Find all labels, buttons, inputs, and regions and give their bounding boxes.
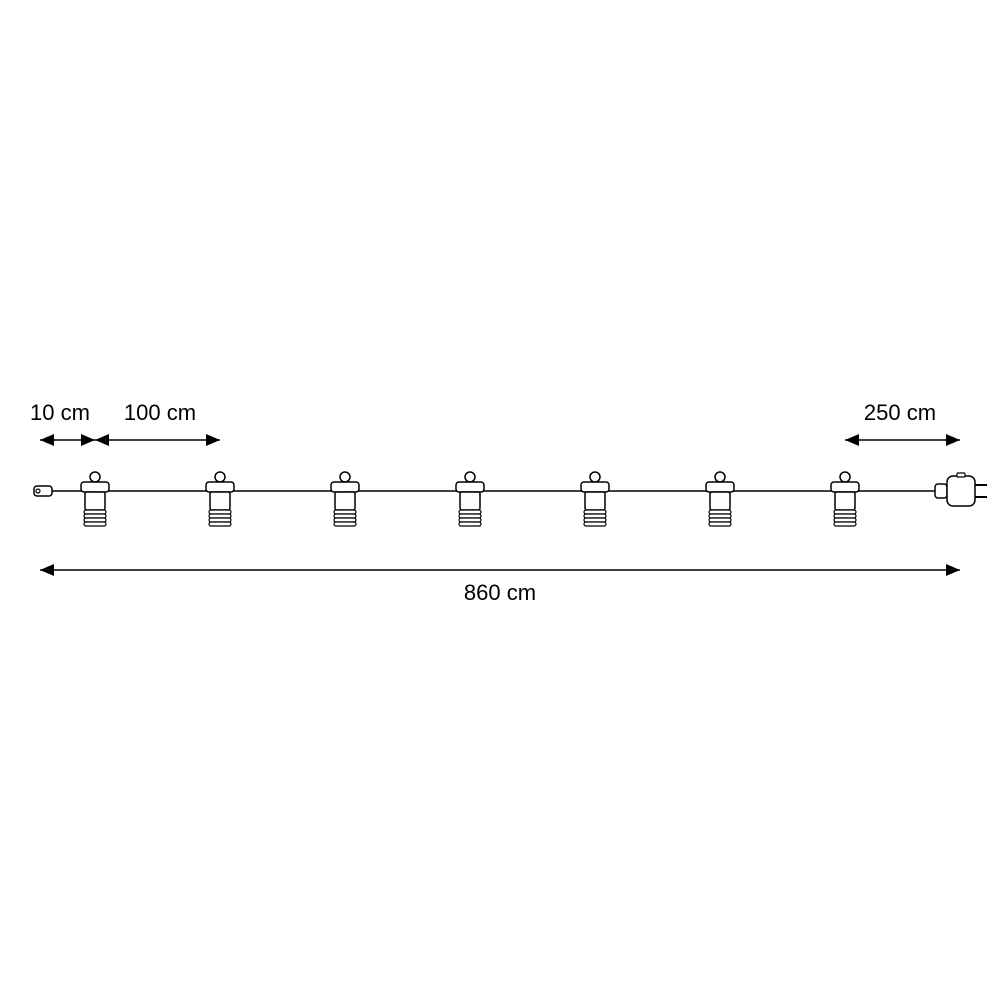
bulb-socket [456,472,484,526]
dim-tail: 250 cm [845,400,960,446]
bulb-socket [331,472,359,526]
bulb-socket [706,472,734,526]
dim-lead-in-label: 10 cm [30,400,90,425]
dim-lead-in: 10 cm [30,400,95,446]
sockets-group [81,472,859,526]
dim-total: 860 cm [40,564,960,605]
dim-spacing-label: 100 cm [124,400,196,425]
bulb-socket [581,472,609,526]
dim-tail-label: 250 cm [864,400,936,425]
dim-spacing: 100 cm [95,400,220,446]
power-plug [935,473,987,506]
bulb-socket [206,472,234,526]
end-loop [34,486,52,496]
bulb-socket [831,472,859,526]
bulb-socket [81,472,109,526]
dim-total-label: 860 cm [464,580,536,605]
string-light-diagram: 10 cm 100 cm 250 cm 860 cm [0,0,1000,1000]
